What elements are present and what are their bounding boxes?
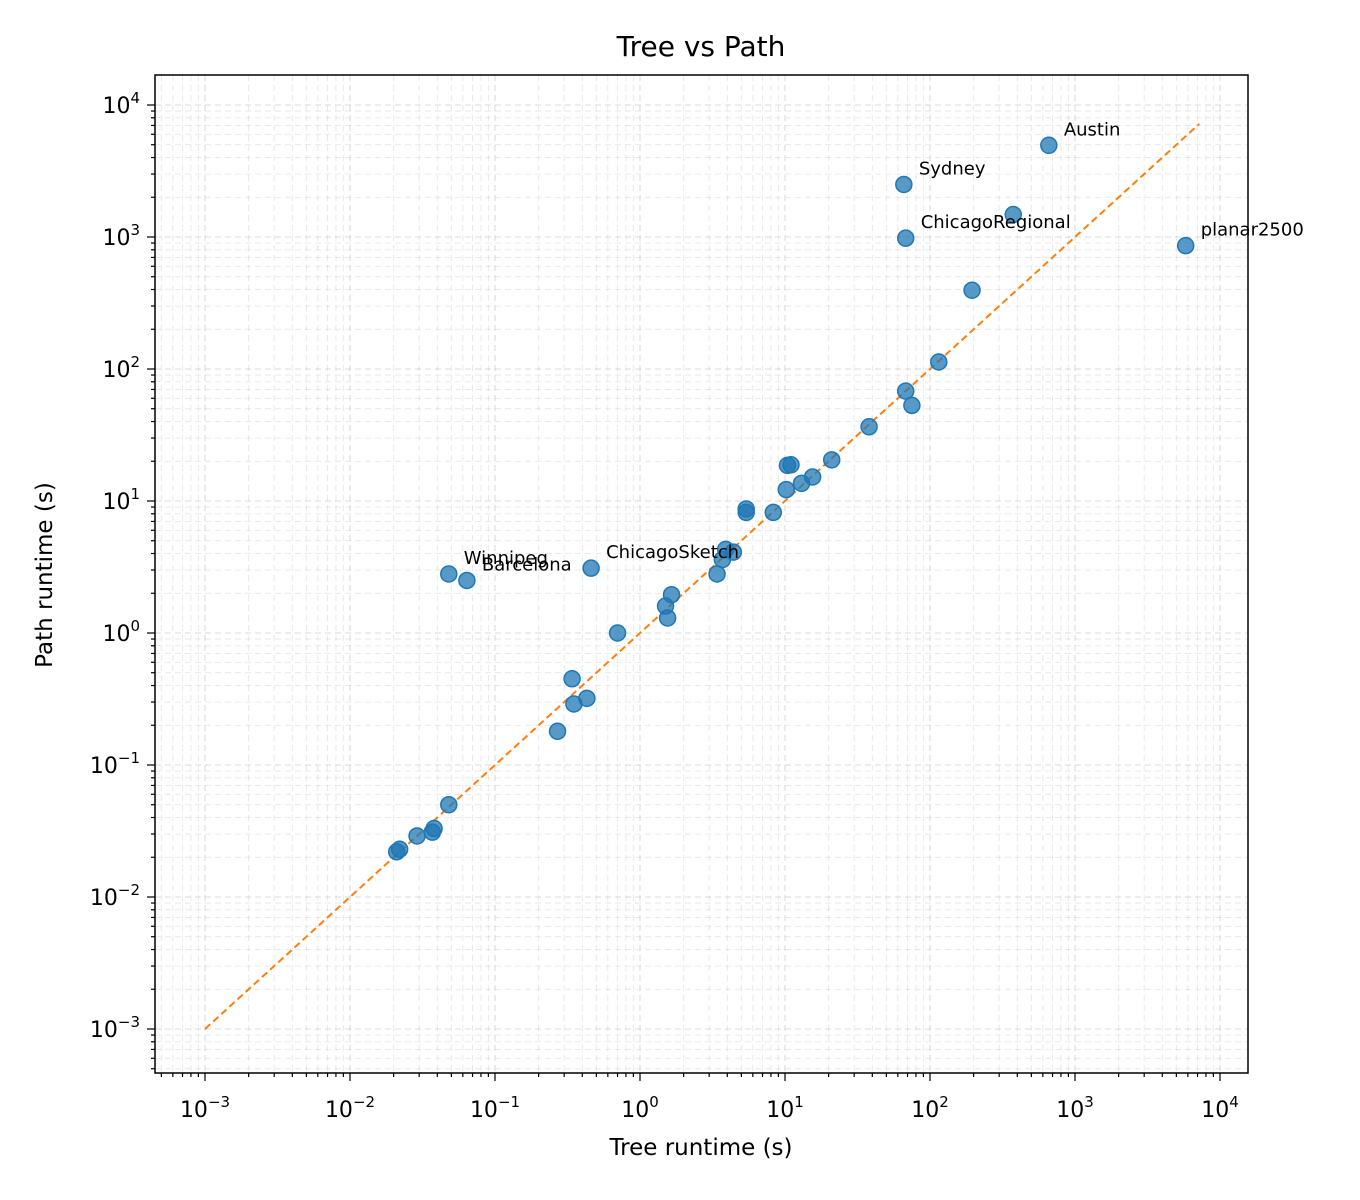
- y-tick-label: 102: [102, 353, 140, 383]
- y-tick-label: 104: [102, 89, 140, 119]
- data-point: [440, 565, 458, 583]
- y-tick-label: 10−3: [90, 1013, 140, 1043]
- data-point: [658, 609, 677, 627]
- data-point: [608, 624, 627, 642]
- data-point: [896, 382, 915, 400]
- data-point: [724, 543, 743, 561]
- data-point: [578, 689, 596, 708]
- data-point: [930, 353, 948, 371]
- data-point: [895, 175, 913, 194]
- data-point: [662, 585, 681, 604]
- x-tick-label: 103: [1056, 1093, 1094, 1123]
- data-point: [458, 571, 476, 590]
- x-tick-label: 102: [911, 1093, 949, 1123]
- point-label: planar2500: [1201, 220, 1304, 241]
- y-tick-label: 101: [102, 485, 140, 515]
- data-point: [1040, 136, 1058, 155]
- data-point: [896, 229, 915, 247]
- y-tick-label: 100: [102, 617, 140, 647]
- x-axis-label: Tree runtime (s): [608, 1135, 792, 1161]
- data-point: [1176, 236, 1195, 255]
- x-tick-label: 100: [621, 1093, 659, 1123]
- data-point: [582, 559, 600, 577]
- x-tick-label: 10−1: [470, 1093, 520, 1123]
- data-point: [563, 670, 581, 688]
- data-point: [548, 722, 567, 741]
- data-point: [860, 418, 878, 436]
- y-tick-label: 103: [102, 221, 140, 251]
- ticks-layer: 10−3 10−2 10−1 100 101 102 103 104 10−3 10−2 10−1 1…: [90, 89, 1239, 1123]
- data-point: [408, 827, 426, 845]
- data-point: [803, 468, 822, 486]
- point-label: Austin: [1064, 119, 1121, 140]
- data-point: [963, 281, 981, 299]
- point-label: Sydney: [919, 158, 986, 179]
- reference-line-layer: [204, 123, 1200, 1030]
- point-label: ChicagoRegional: [921, 212, 1071, 233]
- y-tick-label: 10−2: [90, 881, 140, 911]
- data-point: [737, 500, 755, 518]
- chart-title: Tree vs Path: [616, 30, 786, 63]
- y-axis-label: Path runtime (s): [32, 482, 58, 668]
- x-tick-label: 104: [1201, 1093, 1239, 1123]
- data-point: [425, 819, 443, 838]
- data-point: [764, 503, 783, 522]
- data-point: [822, 451, 841, 469]
- data-point: [1004, 205, 1022, 224]
- point-label: ChicagoSketch: [606, 542, 739, 563]
- x-tick-label: 101: [766, 1093, 804, 1123]
- plot-frame: [154, 74, 1249, 1074]
- x-tick-label: 10−3: [180, 1093, 230, 1123]
- data-point: [390, 840, 409, 859]
- data-point: [440, 795, 458, 814]
- y-tick-label: 10−1: [90, 749, 140, 779]
- x-tick-label: 10−2: [325, 1093, 375, 1123]
- reference-line: [204, 123, 1200, 1030]
- points-layer: [387, 136, 1195, 861]
- point-label: Winnipeg: [464, 548, 548, 569]
- data-point: [708, 565, 726, 583]
- data-point: [777, 480, 795, 499]
- data-point: [782, 456, 800, 474]
- data-point: [903, 396, 921, 415]
- point-label: Barcelona: [482, 554, 572, 575]
